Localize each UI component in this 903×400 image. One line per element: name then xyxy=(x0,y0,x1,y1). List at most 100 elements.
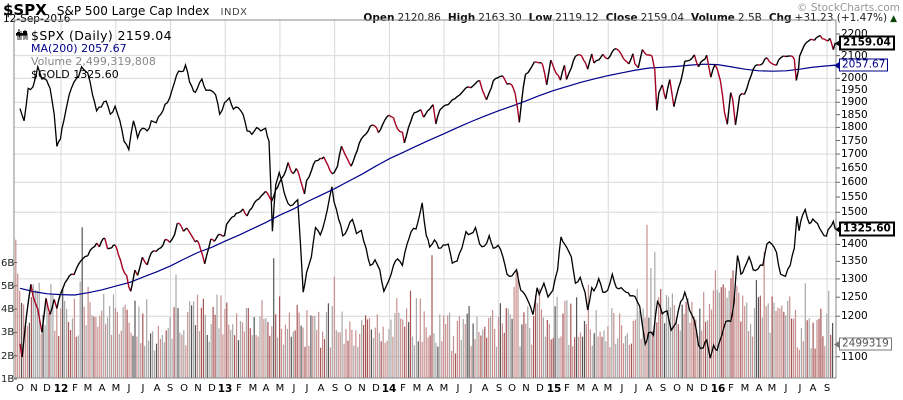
volume-bar xyxy=(796,347,799,378)
volume-axis-label: 6B xyxy=(1,258,15,269)
volume-bar xyxy=(546,320,548,378)
volume-bar xyxy=(34,290,36,378)
month-label: J xyxy=(456,383,460,394)
volume-bar xyxy=(550,339,552,378)
volume-bar xyxy=(175,274,177,378)
volume-bar xyxy=(294,330,296,378)
month-label: J xyxy=(634,383,638,394)
month-label: O xyxy=(508,383,516,394)
volume-bar xyxy=(263,318,265,378)
quote-value-volume: 2.5B xyxy=(737,12,762,24)
volume-bar xyxy=(585,324,587,378)
volume-bar xyxy=(685,301,687,378)
volume-bar xyxy=(619,313,621,378)
volume-bar xyxy=(343,343,345,378)
volume-bar xyxy=(529,328,531,378)
gold-line xyxy=(19,62,836,359)
right-axis-label: 1700 xyxy=(841,148,868,160)
month-label: A xyxy=(591,383,599,394)
volume-bar xyxy=(800,328,802,378)
volume-bar xyxy=(689,322,691,378)
volume-bar xyxy=(767,303,769,378)
volume-bar xyxy=(159,338,161,378)
volume-bar xyxy=(460,339,462,378)
right-axis-label: 1750 xyxy=(841,135,868,147)
volume-bar xyxy=(378,332,380,378)
legend-row-1: MA(200) 2057.67 xyxy=(16,33,172,55)
volume-bar xyxy=(148,340,150,378)
volume-bar xyxy=(339,332,341,378)
volume-bar xyxy=(579,332,582,378)
month-label: O xyxy=(673,383,681,394)
volume-bar xyxy=(642,308,644,378)
volume-bar xyxy=(595,310,597,378)
volume-bar xyxy=(472,323,474,378)
volume-bar xyxy=(456,321,458,378)
legend-row-0: $SPX (Daily) 2159.04 xyxy=(16,28,172,43)
volume-bar xyxy=(138,306,140,378)
volume-bar xyxy=(810,348,812,378)
volume-bar xyxy=(384,342,386,378)
month-label: 13 xyxy=(217,383,233,395)
volume-bar xyxy=(265,318,267,378)
volume-bar xyxy=(435,342,437,378)
volume-bar xyxy=(89,302,91,378)
volume-bar xyxy=(445,324,447,378)
volume-bar xyxy=(322,331,324,378)
volume-bar xyxy=(120,330,122,378)
legend-text-2: Volume 2,499,319,808 xyxy=(31,55,156,68)
volume-bar xyxy=(382,326,384,378)
volume-bar xyxy=(763,251,765,378)
volume-bar xyxy=(507,308,509,378)
volume-bar xyxy=(599,331,601,378)
volume-bar xyxy=(150,333,152,378)
volume-bar xyxy=(728,290,730,378)
volume-bar xyxy=(110,334,113,378)
volume-bar xyxy=(654,251,656,378)
volume-bar xyxy=(802,341,804,378)
month-label: D xyxy=(536,383,544,394)
volume-bar xyxy=(351,329,353,378)
volume-bar xyxy=(79,281,81,378)
volume-bar xyxy=(259,316,261,378)
volume-bar xyxy=(570,303,572,378)
volume-bar xyxy=(732,270,734,378)
volume-bar xyxy=(77,335,79,378)
month-label: M xyxy=(83,383,93,394)
quote-label-close: Close xyxy=(605,12,638,24)
month-label: D xyxy=(700,383,708,394)
volume-bar xyxy=(409,290,412,378)
volume-bar xyxy=(464,323,466,378)
volume-bar xyxy=(785,315,787,378)
right-axis-label: 1500 xyxy=(841,206,868,218)
volume-bar xyxy=(398,312,400,378)
volume-bar xyxy=(255,334,257,378)
volume-bar xyxy=(173,307,175,378)
volume-bar xyxy=(511,318,513,378)
volume-bar xyxy=(695,319,697,378)
volume-bar xyxy=(687,298,689,378)
ma200-line xyxy=(19,63,836,296)
volume-bar xyxy=(236,313,238,378)
volume-bar xyxy=(574,337,576,378)
spx-line-down xyxy=(19,35,834,358)
volume-bar xyxy=(30,297,32,378)
volume-bar xyxy=(531,344,533,378)
volume-bar xyxy=(286,328,288,378)
volume-bar xyxy=(824,345,826,378)
volume-bar xyxy=(46,302,48,378)
month-label: M xyxy=(576,383,586,394)
month-label: J xyxy=(141,383,145,394)
volume-bar xyxy=(284,324,286,378)
right-axis-label: 1550 xyxy=(841,191,868,203)
volume-bar xyxy=(280,328,283,378)
volume-bar xyxy=(200,307,202,378)
volume-bar xyxy=(222,334,224,378)
volume-bar xyxy=(755,280,757,378)
month-label: 12 xyxy=(53,383,69,395)
month-label: S xyxy=(166,383,174,394)
month-label: S xyxy=(331,383,339,394)
volume-bar xyxy=(826,313,828,378)
month-label: N xyxy=(358,383,366,394)
